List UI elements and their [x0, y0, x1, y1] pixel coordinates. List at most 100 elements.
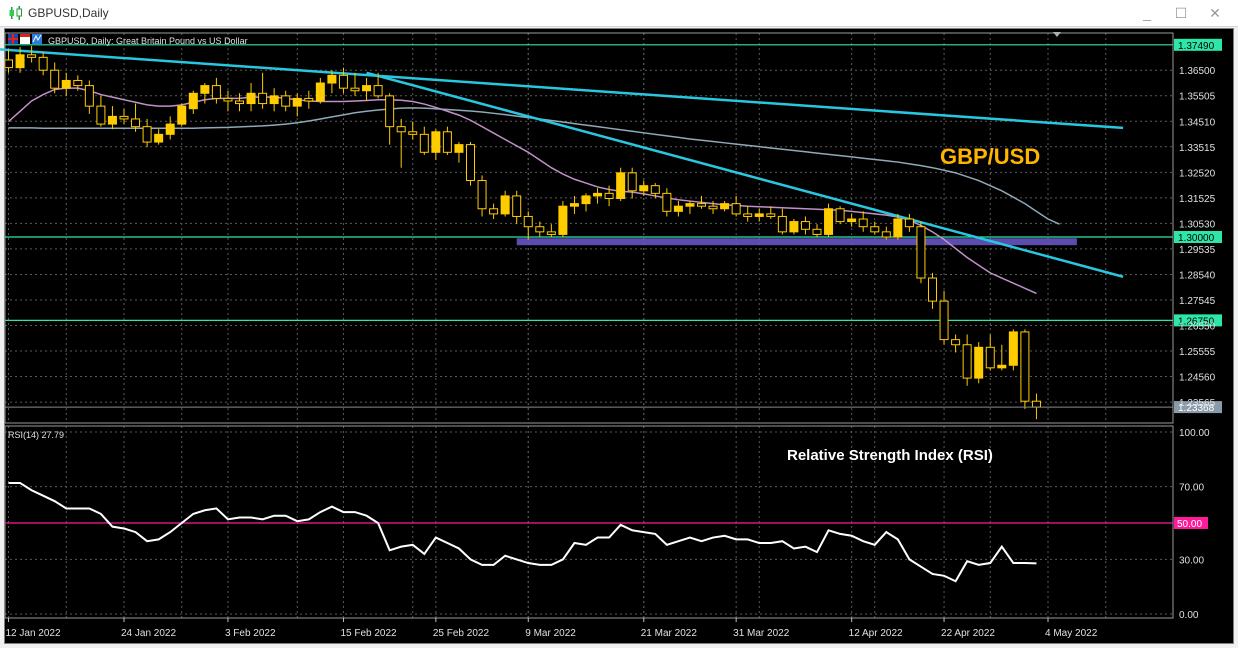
candle-body — [928, 277, 937, 302]
candle-body — [974, 346, 984, 379]
window-titlebar: GBPUSD,Daily _ ☐ ✕ — [0, 0, 1238, 27]
candle-body — [269, 95, 279, 105]
price-tick-label: 1.35505 — [1179, 92, 1216, 103]
date-tick-label: 21 Mar 2022 — [641, 628, 698, 639]
candle-body — [338, 74, 348, 89]
candle-body — [84, 85, 94, 107]
candle-body — [535, 226, 545, 233]
candle-body — [107, 115, 117, 125]
support-zone-layer — [516, 238, 1077, 246]
date-tick-label: 22 Apr 2022 — [941, 628, 995, 639]
candle-body — [165, 123, 175, 135]
candle-body — [720, 203, 730, 210]
candle-body — [893, 218, 903, 238]
candle-body — [939, 300, 949, 341]
date-tick-label: 24 Jan 2022 — [121, 628, 176, 639]
rsi-layer: 50.00 — [5, 481, 1208, 583]
candle-body — [4, 59, 13, 69]
candle-body — [662, 192, 672, 212]
price-tick-label: 1.28540 — [1179, 270, 1216, 281]
price-tick-label: 1.29535 — [1179, 245, 1216, 256]
rsi-tick-label: 100.00 — [1179, 428, 1210, 439]
hline-label: 1.37490 — [1178, 41, 1215, 52]
candle-body — [96, 105, 106, 125]
price-axis: 1.36500 1.35505 1.34510 1.33515 1.32520 1.315… — [4, 32, 1216, 619]
rsi-level-box — [1174, 517, 1208, 529]
candle-body — [800, 221, 810, 230]
candle-body — [131, 118, 141, 128]
trendline — [366, 71, 1124, 278]
hline-label-box — [1174, 230, 1222, 243]
candle-body — [362, 85, 372, 92]
price-tick-label: 1.31525 — [1179, 194, 1216, 205]
hline-label: 1.26750 — [1178, 316, 1215, 327]
rsi-grid — [5, 426, 1173, 618]
current-price-box — [1174, 401, 1222, 414]
price-tick-label: 1.36500 — [1179, 66, 1216, 77]
date-tick-label: 4 May 2022 — [1045, 628, 1098, 639]
candle-body — [350, 87, 360, 92]
date-tick-label: 9 Mar 2022 — [525, 628, 576, 639]
candle-body — [685, 203, 695, 207]
price-tick-label: 1.30530 — [1179, 219, 1216, 230]
candle-body — [616, 172, 626, 199]
candle-body — [985, 346, 995, 369]
candle-body — [408, 131, 418, 135]
candle-body — [327, 74, 337, 84]
candle-body — [61, 79, 71, 89]
candle-body — [881, 231, 891, 238]
candle-body — [385, 95, 395, 128]
candle-body — [766, 213, 776, 217]
candle-body — [627, 172, 637, 192]
candle-body — [500, 195, 510, 215]
candle-body — [188, 92, 198, 110]
candle-body — [754, 213, 764, 217]
candle-body — [489, 208, 499, 215]
flag-icon — [8, 34, 42, 44]
candle-body — [870, 226, 880, 233]
candle-body — [673, 205, 683, 212]
date-tick-label: 15 Feb 2022 — [340, 628, 397, 639]
candle-body — [142, 126, 152, 143]
rsi-tick-label: 30.00 — [1179, 555, 1204, 566]
candle-body — [604, 192, 614, 199]
rsi-tick-label: 70.00 — [1179, 483, 1204, 494]
price-pane-border — [4, 32, 1174, 424]
candle-body — [38, 56, 48, 71]
candle-body — [997, 364, 1007, 369]
candle-body — [581, 195, 591, 205]
close-button[interactable]: ✕ — [1209, 5, 1221, 21]
price-tick-label: 1.32520 — [1179, 168, 1216, 179]
hline-label: 1.30000 — [1178, 233, 1215, 244]
rsi-title: RSI(14) 27.79 — [8, 430, 64, 440]
candle-body — [258, 92, 268, 105]
rsi-pane-border — [4, 425, 1174, 619]
scroll-marker-icon[interactable] — [1053, 32, 1061, 37]
candle-body — [454, 144, 464, 153]
price-tick-label: 1.24560 — [1179, 373, 1216, 384]
window-title: GBPUSD,Daily — [28, 6, 109, 20]
candlestick-chart-icon — [9, 6, 22, 20]
candle-body — [442, 131, 452, 153]
date-tick-label: 31 Mar 2022 — [733, 628, 790, 639]
rsi-line — [8, 481, 1037, 583]
candle-body — [962, 344, 972, 379]
rsi-tick-label: 0.00 — [1179, 610, 1199, 621]
candle-body — [15, 54, 25, 69]
price-tick-label: 1.33515 — [1179, 143, 1216, 154]
minimize-button[interactable]: _ — [1143, 5, 1151, 21]
candle-body — [523, 215, 533, 228]
candle-body — [1031, 400, 1041, 408]
rsi-level-label: 50.00 — [1177, 519, 1202, 530]
candle-body — [50, 69, 60, 89]
candle-body — [200, 85, 210, 94]
current-price-label: 1.23368 — [1178, 403, 1215, 414]
chart-canvas[interactable]: 1.37490 1.30000 1.26750 1.23368 1.36500 1.3… — [0, 28, 1238, 648]
date-tick-label: 12 Apr 2022 — [849, 628, 903, 639]
gbpusd-annotation: GBP/USD — [940, 144, 1040, 169]
maximize-button[interactable]: ☐ — [1174, 5, 1188, 21]
candle-body — [235, 100, 244, 105]
candle-body — [315, 82, 325, 102]
candle-body — [281, 95, 291, 107]
candle-body — [789, 221, 799, 233]
